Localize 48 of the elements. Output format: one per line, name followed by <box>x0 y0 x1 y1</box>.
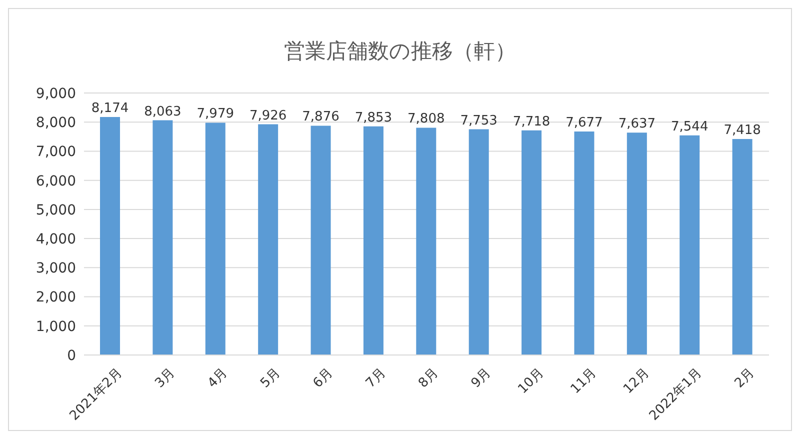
y-tick-label: 9,000 <box>36 86 76 102</box>
bar <box>574 132 594 355</box>
data-label: 8,063 <box>144 104 182 120</box>
y-tick-label: 6,000 <box>36 173 76 190</box>
data-label: 7,753 <box>460 113 498 128</box>
bar <box>732 139 752 355</box>
bar <box>416 128 436 355</box>
bar <box>152 120 173 355</box>
y-tick-label: 4,000 <box>36 232 76 248</box>
bar <box>258 124 278 355</box>
y-tick-label: 8,000 <box>36 115 76 132</box>
data-label: 8,174 <box>91 101 129 116</box>
y-tick-label: 3,000 <box>36 260 76 277</box>
data-label: 7,544 <box>671 119 708 134</box>
x-tick-label: 9月 <box>468 365 494 392</box>
x-tick-label: 10月 <box>515 365 547 397</box>
x-tick-label: 7月 <box>363 365 389 392</box>
bar <box>468 129 489 355</box>
y-tick-label: 1,000 <box>36 318 76 335</box>
data-label: 7,637 <box>618 116 656 132</box>
data-label: 7,853 <box>354 110 392 126</box>
data-label: 7,876 <box>302 110 340 125</box>
bar <box>363 126 384 355</box>
x-tick-label: 11月 <box>568 365 600 397</box>
chart-title: 営業店舗数の推移（軒） <box>283 38 517 65</box>
x-tick-label: 2月 <box>732 365 758 392</box>
x-tick-label: 12月 <box>620 365 652 397</box>
data-label: 7,718 <box>512 114 550 130</box>
data-label: 7,808 <box>408 112 445 127</box>
x-tick-label: 5月 <box>258 365 284 392</box>
bar <box>100 117 120 355</box>
y-tick-label: 0 <box>67 348 76 364</box>
x-tick-label: 6月 <box>310 365 336 392</box>
data-label: 7,926 <box>249 108 287 124</box>
bar <box>205 122 226 355</box>
data-label: 7,418 <box>724 123 761 138</box>
y-tick-label: 5,000 <box>36 202 76 218</box>
data-label: 7,979 <box>196 106 234 122</box>
y-tick-label: 2,000 <box>36 290 76 306</box>
bar <box>522 130 542 355</box>
data-label: 7,677 <box>566 116 603 131</box>
x-tick-label: 4月 <box>205 365 231 392</box>
x-tick-label: 3月 <box>152 365 178 392</box>
y-tick-label: 7,000 <box>36 144 76 160</box>
x-tick-label: 8月 <box>416 365 442 392</box>
bar <box>680 135 700 355</box>
bar <box>626 132 647 355</box>
bar <box>310 126 331 355</box>
